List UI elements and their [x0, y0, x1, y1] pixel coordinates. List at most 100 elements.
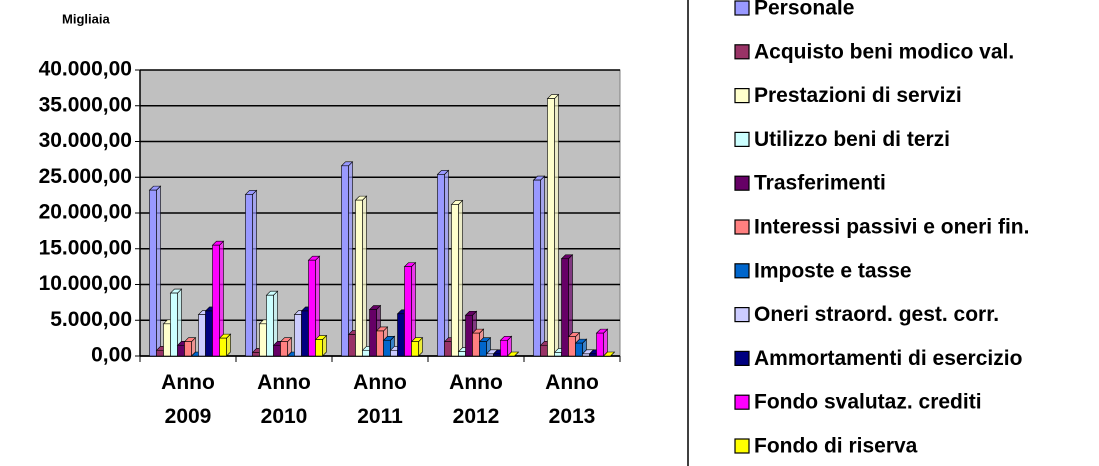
- bar-side: [603, 328, 608, 357]
- bar-side: [252, 189, 257, 357]
- bar: [163, 323, 171, 357]
- bar: [540, 344, 548, 357]
- bar: [465, 314, 473, 357]
- bar: [177, 344, 185, 357]
- bar: [156, 349, 164, 357]
- bar: [369, 309, 377, 357]
- y-tick-label: 25.000,00: [39, 165, 132, 188]
- bar: [280, 341, 288, 357]
- bar: [437, 174, 445, 357]
- legend-swatch: [734, 87, 750, 104]
- x-tick-label: Anno 2011: [353, 371, 407, 428]
- bar: [219, 337, 227, 357]
- bar: [404, 266, 412, 357]
- bar: [390, 349, 398, 357]
- bar: [341, 165, 349, 357]
- bar: [245, 194, 253, 357]
- legend-swatch: [734, 131, 750, 147]
- bar-side: [348, 161, 353, 357]
- bar: [376, 330, 384, 357]
- y-tick-label: 30.000,00: [39, 129, 132, 152]
- bar: [198, 314, 206, 357]
- bar: [547, 98, 555, 357]
- bar: [212, 244, 220, 357]
- bar-top: [506, 351, 520, 357]
- legend-swatch: [734, 307, 750, 323]
- legend-label: Prestazioni di servizi: [754, 84, 962, 107]
- y-tick-label: 0,00: [91, 344, 132, 367]
- bar: [294, 314, 302, 357]
- bar: [533, 179, 541, 357]
- bar: [411, 341, 419, 357]
- bar: [596, 332, 604, 357]
- bar: [472, 332, 480, 357]
- y-tick-label: 15.000,00: [39, 236, 132, 259]
- legend-swatch: [734, 0, 750, 16]
- bar: [582, 353, 590, 357]
- legend-label: Interessi passivi e oneri fin.: [754, 216, 1029, 239]
- legend-swatch: [734, 263, 750, 279]
- bar: [273, 344, 281, 357]
- bar: [252, 352, 260, 357]
- bar: [355, 199, 363, 357]
- bar: [362, 349, 370, 357]
- legend-label: Acquisto beni modico val.: [754, 40, 1014, 63]
- legend-swatch: [734, 438, 750, 454]
- x-tick-label: Anno 2013: [545, 371, 599, 428]
- bar: [568, 336, 576, 357]
- bar: [308, 259, 316, 357]
- legend-label: Ammortamenti di esercizio: [754, 347, 1022, 370]
- legend-swatch: [734, 175, 750, 191]
- bar: [493, 353, 501, 357]
- legend-label: Utilizzo beni di terzi: [754, 128, 950, 151]
- legend-label: Personale: [754, 0, 854, 20]
- bar-side: [458, 199, 463, 357]
- y-tick-label: 40.000,00: [39, 58, 132, 81]
- bar: [205, 310, 213, 357]
- bar-side: [156, 185, 161, 357]
- bar: [397, 313, 405, 357]
- bar: [259, 323, 267, 357]
- bar: [170, 292, 178, 357]
- bar: [149, 189, 157, 357]
- legend-swatch: [734, 394, 750, 410]
- y-tick-label: 5.000,00: [50, 308, 132, 331]
- bar: [301, 310, 309, 357]
- bar: [589, 353, 597, 357]
- bar: [451, 204, 459, 357]
- x-tick-label: Anno 2010: [257, 371, 311, 428]
- y-tick-label: 10.000,00: [39, 272, 132, 295]
- y-tick-label: 35.000,00: [39, 93, 132, 116]
- legend-label: Trasferimenti: [754, 172, 886, 195]
- legend-label: Imposte e tasse: [754, 259, 912, 282]
- legend-swatch: [734, 44, 750, 60]
- bar: [575, 342, 583, 357]
- bar: [486, 353, 494, 357]
- bar: [554, 352, 562, 357]
- bar: [348, 334, 356, 357]
- bar: [479, 341, 487, 357]
- bar: [561, 258, 569, 357]
- bar-side: [540, 175, 545, 357]
- x-tick-label: Anno 2012: [449, 371, 503, 428]
- bar: [383, 339, 391, 357]
- bar-side: [444, 169, 449, 357]
- legend-swatch: [734, 219, 750, 235]
- bar-side: [362, 195, 367, 357]
- bar: [315, 339, 323, 357]
- chart-title: Migliaia: [62, 11, 110, 26]
- bar: [266, 294, 274, 357]
- y-tick-label: 20.000,00: [39, 201, 132, 224]
- legend-label: Fondo di riserva: [754, 435, 918, 458]
- bar-top: [602, 351, 616, 357]
- bar: [184, 341, 192, 357]
- bar: [444, 341, 452, 357]
- bar: [500, 339, 508, 357]
- legend-swatch: [734, 350, 750, 366]
- legend-label: Fondo svalutaz. crediti: [754, 391, 982, 414]
- legend-label: Oneri straord. gest. corr.: [754, 303, 999, 326]
- bar-side: [554, 93, 559, 357]
- bar: [458, 351, 466, 357]
